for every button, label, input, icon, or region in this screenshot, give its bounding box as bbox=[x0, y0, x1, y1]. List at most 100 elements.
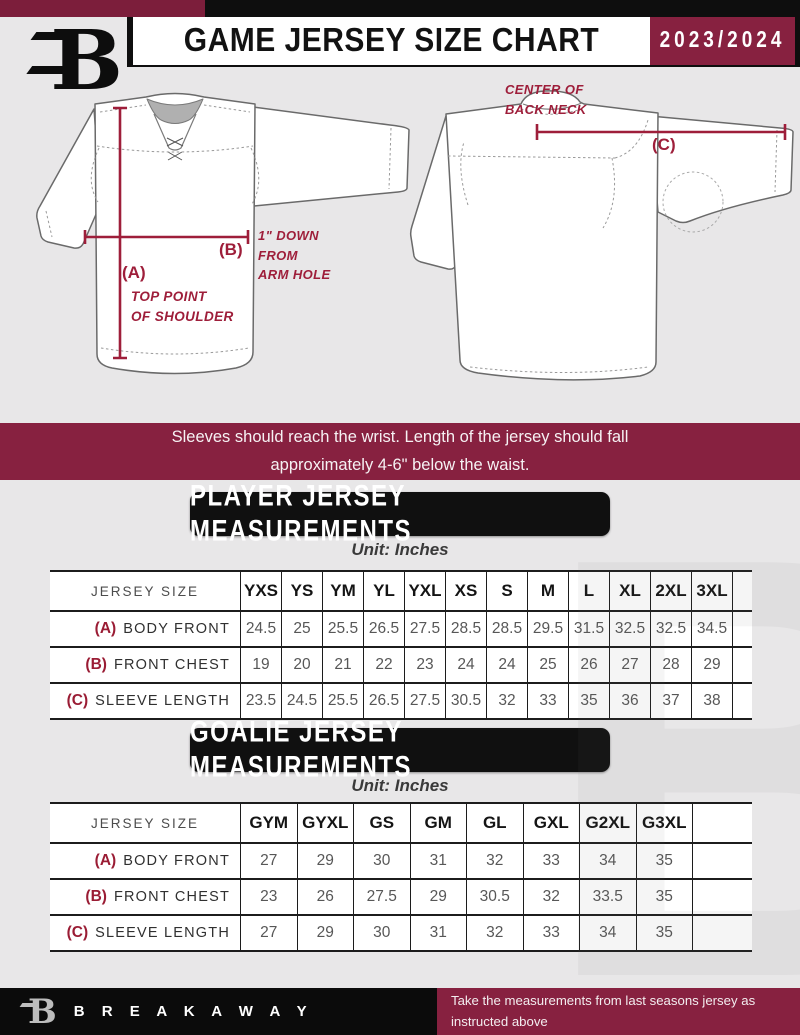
measurement-value: 35 bbox=[635, 916, 693, 950]
measure-c-key: (C) bbox=[652, 135, 676, 154]
column-header-size: 3XL bbox=[691, 572, 732, 610]
measurement-value: 21 bbox=[322, 648, 363, 682]
row-label: (B) FRONT CHEST bbox=[50, 880, 240, 914]
column-header-size: GM bbox=[409, 804, 467, 842]
measurement-value: 26.5 bbox=[363, 612, 404, 646]
measurement-value: 29.5 bbox=[527, 612, 568, 646]
measure-name: FRONT CHEST bbox=[113, 889, 230, 905]
measurement-value: 24.5 bbox=[281, 684, 322, 718]
measure-a-key: (A) bbox=[122, 263, 146, 282]
column-header-jersey-size: JERSEY SIZE bbox=[90, 815, 200, 831]
page-title-box: GAME JERSEY SIZE CHART bbox=[133, 17, 650, 65]
measurement-value: 30.5 bbox=[466, 880, 523, 914]
measure-name: BODY FRONT bbox=[123, 621, 230, 637]
column-header-size: G2XL bbox=[579, 804, 636, 842]
column-header-size: 2XL bbox=[650, 572, 691, 610]
measurement-value: 23 bbox=[404, 648, 445, 682]
measurement-value: 32 bbox=[486, 684, 527, 718]
player-section-badge: PLAYER JERSEY MEASUREMENTS bbox=[190, 479, 610, 548]
measurement-value: 25.5 bbox=[322, 612, 363, 646]
measurement-value: 22 bbox=[363, 648, 404, 682]
footer-instructions-text: Take the measurements from last seasons … bbox=[451, 993, 789, 1035]
measure-name: FRONT CHEST bbox=[113, 657, 230, 673]
empty-cell bbox=[692, 844, 752, 878]
measurement-value: 31 bbox=[409, 916, 467, 950]
measurement-value: 29 bbox=[691, 648, 732, 682]
page-title: GAME JERSEY SIZE CHART bbox=[183, 21, 600, 59]
footer-brand-area: B B R E A K A W A Y bbox=[0, 988, 437, 1035]
measurement-value: 30.5 bbox=[445, 684, 486, 718]
measurement-value: 32 bbox=[466, 916, 523, 950]
row-label: (A) BODY FRONT bbox=[50, 612, 240, 646]
measure-a-note: TOP POINT OF SHOULDER bbox=[131, 289, 234, 325]
measurement-value: 27 bbox=[240, 916, 297, 950]
column-header-size: GYM bbox=[240, 804, 297, 842]
season-badge: 2023/2024 bbox=[650, 17, 795, 65]
measurement-value: 29 bbox=[296, 916, 354, 950]
column-header-size: XL bbox=[609, 572, 650, 610]
row-label: (B) FRONT CHEST bbox=[50, 648, 240, 682]
jersey-diagram bbox=[36, 90, 794, 381]
measure-key: (B) bbox=[85, 656, 107, 673]
measurement-value: 35 bbox=[568, 684, 609, 718]
measurement-value: 33.5 bbox=[579, 880, 636, 914]
empty-cell bbox=[692, 916, 752, 950]
measurement-value: 28.5 bbox=[486, 612, 527, 646]
measurement-value: 36 bbox=[609, 684, 650, 718]
column-header-size: GL bbox=[466, 804, 523, 842]
measurement-value: 32.5 bbox=[609, 612, 650, 646]
column-header-size: GS bbox=[353, 804, 410, 842]
measurement-value: 24 bbox=[486, 648, 527, 682]
empty-cell bbox=[732, 612, 752, 646]
season-label: 2023/2024 bbox=[659, 27, 786, 53]
player-section-title: PLAYER JERSEY MEASUREMENTS bbox=[190, 479, 413, 548]
goalie-section-badge: GOALIE JERSEY MEASUREMENTS bbox=[190, 715, 610, 784]
empty-cell bbox=[732, 572, 752, 610]
footer-instructions-area: Take the measurements from last seasons … bbox=[437, 988, 800, 1035]
goalie-section-title: GOALIE JERSEY MEASUREMENTS bbox=[190, 715, 413, 784]
column-header-size: G3XL bbox=[635, 804, 693, 842]
goalie-unit-label: Unit: Inches bbox=[351, 776, 449, 795]
brand-letter: B bbox=[50, 13, 124, 109]
footer-brand-name: B R E A K A W A Y bbox=[73, 1003, 314, 1020]
table-row: (A) BODY FRONT 27 29 30 31 32 33 34 35 bbox=[50, 842, 752, 878]
player-measurements-table: JERSEY SIZE YXS YS YM YL YXL XS S M L XL 2XL 3XL (A) B… bbox=[50, 570, 752, 720]
brand-logo-icon: B bbox=[30, 14, 125, 113]
measurement-value: 25 bbox=[527, 648, 568, 682]
column-header-size: GYXL bbox=[296, 804, 354, 842]
measurement-value: 27 bbox=[240, 844, 297, 878]
table-row: (B) FRONT CHEST 19 20 21 22 23 24 24 25 26 27 28 29 bbox=[50, 646, 752, 682]
column-header-size: YXS bbox=[240, 572, 281, 610]
row-label: (A) BODY FRONT bbox=[50, 844, 240, 878]
measure-b-note: 1" DOWN FROM ARM HOLE bbox=[258, 228, 331, 282]
measure-b-key: (B) bbox=[219, 240, 243, 259]
measurement-value: 33 bbox=[527, 684, 568, 718]
column-header-size: YL bbox=[363, 572, 404, 610]
measurement-value: 27 bbox=[609, 648, 650, 682]
measurement-value: 28 bbox=[650, 648, 691, 682]
front-jersey-illustration bbox=[36, 92, 410, 375]
measurement-value: 34.5 bbox=[691, 612, 732, 646]
measurement-value: 25 bbox=[281, 612, 322, 646]
measurement-value: 32 bbox=[466, 844, 523, 878]
empty-cell bbox=[732, 684, 752, 718]
measurement-value: 37 bbox=[650, 684, 691, 718]
measure-key: (C) bbox=[66, 924, 89, 941]
column-header-size: XS bbox=[445, 572, 486, 610]
measurement-value: 26 bbox=[568, 648, 609, 682]
measurement-value: 24 bbox=[445, 648, 486, 682]
column-header-jersey-size: JERSEY SIZE bbox=[90, 583, 200, 599]
fit-note-banner: Sleeves should reach the wrist. Length o… bbox=[0, 423, 800, 480]
front-jersey-seams bbox=[45, 104, 392, 355]
measurement-value: 35 bbox=[635, 880, 693, 914]
measure-name: SLEEVE LENGTH bbox=[95, 693, 230, 709]
row-label: (C) SLEEVE LENGTH bbox=[50, 684, 240, 718]
measurement-value: 27.5 bbox=[404, 684, 445, 718]
measurement-value: 34 bbox=[579, 916, 636, 950]
empty-cell bbox=[732, 648, 752, 682]
measurement-value: 28.5 bbox=[445, 612, 486, 646]
measurement-value: 31 bbox=[409, 844, 467, 878]
goalie-measurements-table: JERSEY SIZE GYM GYXL GS GM GL GXL G2XL G3XL (A) BO… bbox=[50, 802, 752, 952]
measurement-value: 32.5 bbox=[650, 612, 691, 646]
